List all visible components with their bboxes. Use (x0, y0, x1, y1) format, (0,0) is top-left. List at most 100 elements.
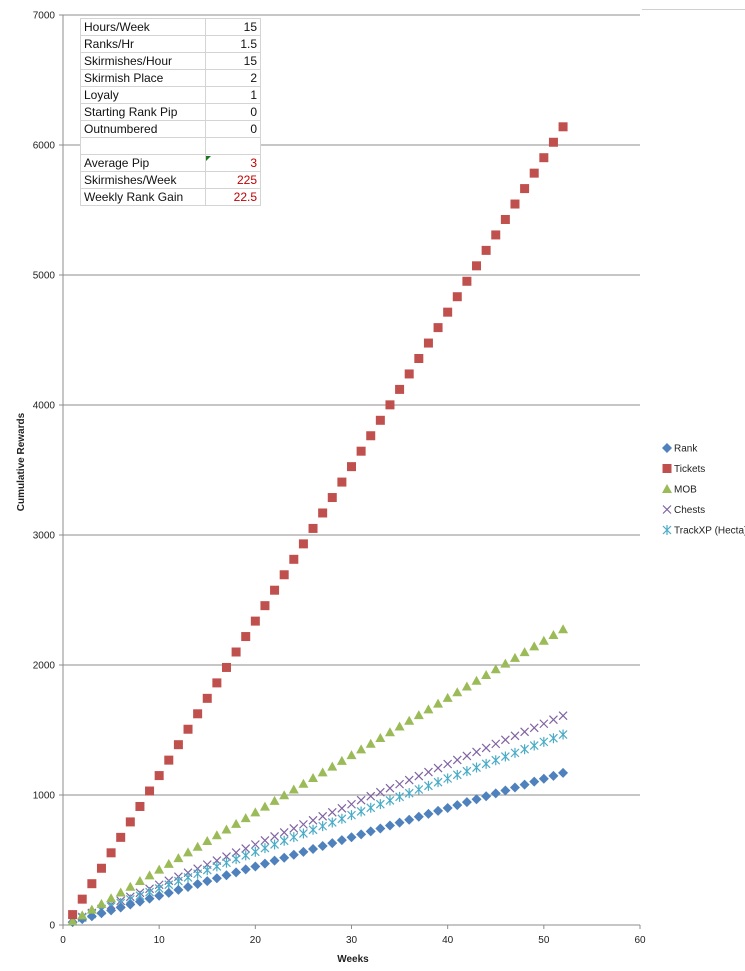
y-tick-label: 7000 (33, 11, 56, 22)
data-point (337, 803, 347, 813)
param-value: 0 (205, 103, 261, 121)
data-point (500, 735, 510, 745)
data-point (96, 898, 107, 908)
param-label: Starting Rank Pip (80, 103, 206, 121)
param-label (80, 137, 206, 155)
data-point (327, 817, 337, 828)
legend: Rank Tickets MOB Chests TrackXP (Hecta) (662, 443, 745, 537)
x-tick-label: 10 (154, 935, 166, 946)
data-point (327, 838, 338, 849)
data-point (250, 840, 260, 849)
data-point (404, 369, 414, 379)
data-point (183, 881, 194, 892)
data-point (221, 824, 232, 834)
data-point (231, 854, 241, 865)
data-point (558, 122, 568, 132)
data-point (443, 773, 453, 784)
data-point (356, 446, 366, 456)
data-point (317, 841, 328, 852)
data-point (491, 739, 501, 749)
data-point (86, 904, 97, 914)
data-point (433, 805, 444, 816)
data-point (452, 800, 463, 811)
legend-label: TrackXP (Hecta) (674, 526, 745, 537)
data-point (231, 848, 241, 857)
data-point (443, 759, 453, 769)
data-point (279, 827, 289, 837)
data-point (144, 870, 155, 880)
data-point (240, 813, 251, 823)
data-point (404, 788, 414, 799)
data-point (250, 861, 261, 872)
data-point (68, 910, 78, 920)
data-point (250, 616, 260, 626)
data-point (259, 801, 270, 811)
data-point (154, 771, 164, 781)
data-point (279, 570, 289, 580)
data-point (308, 773, 319, 783)
legend-marker-icon (662, 443, 672, 453)
data-point (202, 876, 213, 887)
data-point (452, 755, 462, 765)
data-point (347, 799, 356, 809)
data-point (442, 803, 453, 813)
data-point (510, 747, 520, 758)
series-rank (67, 767, 569, 928)
data-point (173, 740, 183, 750)
data-point (356, 806, 366, 817)
data-point (471, 794, 482, 805)
data-point (424, 780, 433, 791)
data-point (211, 830, 222, 840)
data-point (231, 647, 241, 657)
data-point (366, 791, 376, 801)
data-point (356, 795, 366, 805)
param-row: Skirmishes/Hour 15 (80, 52, 261, 70)
data-point (298, 828, 308, 839)
data-point (211, 873, 222, 884)
data-point (327, 761, 338, 771)
data-point (270, 832, 279, 841)
legend-marker-icon (662, 484, 672, 493)
data-point (414, 354, 424, 364)
data-point (241, 850, 251, 861)
data-point (241, 844, 251, 853)
data-point (366, 802, 376, 813)
data-point (135, 801, 145, 811)
data-point (356, 829, 367, 840)
data-point (308, 815, 318, 825)
data-point (394, 721, 405, 731)
param-row: Loyaly 1 (80, 86, 261, 104)
param-value: 0 (205, 120, 261, 138)
data-point (375, 823, 386, 834)
param-value: 3 (205, 154, 261, 172)
data-point (509, 652, 520, 662)
data-point (500, 751, 510, 762)
data-point (472, 261, 482, 271)
data-point (539, 736, 549, 747)
data-point (375, 799, 385, 810)
param-label: Weekly Rank Gain (80, 188, 206, 206)
data-point (385, 783, 395, 793)
axes (59, 14, 641, 929)
data-point (125, 899, 136, 910)
data-point (144, 893, 155, 904)
y-tick-label: 5000 (33, 271, 56, 282)
data-point (538, 635, 549, 645)
data-point (202, 693, 212, 703)
data-point (424, 767, 433, 777)
series-mob (67, 624, 569, 926)
legend-marker-icon (662, 505, 672, 514)
legend-label: Chests (674, 505, 705, 516)
data-point (395, 384, 405, 394)
param-label: Ranks/Hr (80, 35, 206, 53)
data-point (308, 824, 318, 835)
param-row: Hours/Week 15 (80, 18, 261, 36)
data-point (192, 879, 203, 890)
y-axis-title: Cumulative Rewards (16, 412, 27, 511)
data-point (490, 788, 501, 799)
data-point (67, 916, 78, 926)
param-label: Loyaly (80, 86, 206, 104)
data-point (173, 884, 184, 895)
data-point (443, 307, 453, 317)
data-point (414, 784, 424, 795)
